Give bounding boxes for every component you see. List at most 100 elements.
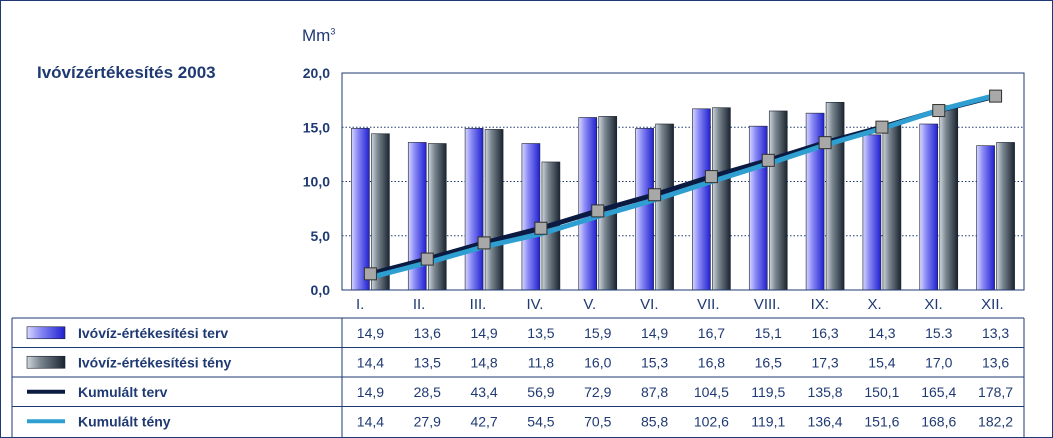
table-row-label: Ivóvíz-értékesítési terv	[78, 325, 228, 341]
bar-fact	[768, 110, 788, 291]
x-tick-label: VII.	[697, 296, 720, 313]
bar-plan	[976, 145, 995, 291]
table-cell: 16,7	[698, 325, 725, 341]
bar-fact	[996, 142, 1015, 291]
table-cell: 14,3	[868, 325, 895, 341]
line-marker	[932, 104, 946, 118]
x-tick-label: X.	[868, 296, 882, 313]
line-marker	[704, 170, 718, 184]
table-cell: 43,4	[470, 384, 497, 400]
bar-fact	[939, 105, 959, 291]
data-table: Ivóvíz-értékesítési terv 14,9 13,6 14,9 13,5…	[11, 317, 1025, 438]
bar-plan	[351, 128, 370, 291]
table-cell: 56,9	[527, 384, 554, 400]
table-cell: 168,6	[921, 413, 956, 429]
table-row-label: Kumulált terv	[78, 384, 168, 400]
bar-plan	[464, 128, 484, 291]
line-cumulative-fact	[369, 92, 997, 280]
x-tick-label: XI.	[924, 296, 942, 313]
legend-swatch-bar	[26, 355, 66, 369]
bar-fact	[371, 133, 390, 291]
table-cell: 15.3	[925, 325, 952, 341]
x-tick-label: I.	[356, 296, 364, 313]
y-tick-label: 15,0	[303, 119, 330, 135]
bar-plan	[635, 128, 654, 291]
table-cell: 17,3	[811, 354, 838, 370]
legend-swatch-bar	[26, 326, 66, 340]
table-cell: 102,6	[694, 413, 729, 429]
lines-layer	[363, 89, 1003, 281]
line-marker	[989, 89, 1003, 103]
table-cell: 13,6	[982, 354, 1009, 370]
table-cell: 42,7	[470, 413, 497, 429]
x-tick-label: VI.	[640, 296, 658, 313]
plot-area	[341, 72, 1025, 291]
chart-title: Ivóvízértékesítés 2003	[37, 63, 216, 82]
table-cell: 15,4	[868, 354, 895, 370]
x-tick-label: III.	[470, 296, 487, 313]
table-cell: 17,0	[925, 354, 952, 370]
line-marker	[875, 120, 889, 134]
table-cell: 13,5	[527, 325, 554, 341]
table-cell: 14,9	[357, 325, 384, 341]
line-marker	[420, 252, 434, 266]
table-cell: 136,4	[808, 413, 843, 429]
table-cell: 28,5	[414, 384, 441, 400]
y-tick-label: 0,0	[311, 282, 331, 298]
table-cell: 178,7	[978, 384, 1013, 400]
table-cell: 165,4	[921, 384, 956, 400]
table-cell: 15,9	[584, 325, 611, 341]
table-cell: 135,8	[808, 384, 843, 400]
table-cell: 87,8	[641, 384, 668, 400]
line-marker	[818, 136, 832, 150]
table-cell: 11,8	[528, 354, 554, 370]
bar-plan	[578, 117, 598, 291]
bar-plan	[521, 143, 541, 291]
x-tick-label: IV.	[527, 296, 544, 313]
bar-plan	[862, 134, 882, 291]
table-cell: 16,5	[755, 354, 782, 370]
unit-superscript: 3	[330, 26, 336, 37]
bar-fact	[598, 116, 618, 291]
table-cell: 16,3	[811, 325, 838, 341]
unit-text: Mm	[302, 26, 331, 45]
unit-label: Mm3	[302, 26, 335, 46]
x-tick-label: II.	[413, 296, 426, 313]
x-tick-label: IX:	[811, 296, 829, 313]
table-cell: 14,9	[641, 325, 668, 341]
table-cell: 85,8	[641, 413, 668, 429]
table-cell: 54,5	[527, 413, 554, 429]
x-tick-label: VIII.	[754, 296, 781, 313]
table-cell: 119,5	[751, 384, 785, 400]
y-tick-label: 10,0	[303, 174, 330, 190]
x-tick-label: XII.	[981, 296, 1004, 313]
axis-layer: 0,0 5,0 10,0 15,0 20,0 I. II. III. IV. V. VI. VII. V…	[303, 65, 1025, 313]
table-cell: 119,1	[751, 413, 785, 429]
table-cell: 13,6	[414, 325, 441, 341]
y-tick-label: 20,0	[303, 65, 330, 81]
line-marker	[363, 267, 377, 281]
table-cell: 182,2	[978, 413, 1013, 429]
table-cell: 14,4	[357, 354, 384, 370]
table-cell: 70,5	[584, 413, 611, 429]
line-marker	[591, 204, 605, 218]
table-cell: 16,8	[698, 354, 725, 370]
bar-plan	[919, 123, 939, 291]
line-marker	[477, 236, 491, 250]
table-cell: 27,9	[414, 413, 441, 429]
table-cell: 15,1	[755, 325, 782, 341]
bar-fact	[427, 143, 447, 291]
table-cell: 14,8	[470, 354, 497, 370]
table-cell: 150,1	[864, 384, 899, 400]
bar-fact	[655, 123, 674, 291]
table-cell: 14,9	[357, 384, 384, 400]
bar-fact	[712, 107, 731, 291]
table-cell: 104,5	[694, 384, 729, 400]
table-row-label: Ivóvíz-értékesítési tény	[78, 354, 232, 370]
table-cell: 14,4	[357, 413, 384, 429]
line-marker	[761, 153, 775, 167]
table-cell: 16,0	[584, 354, 611, 370]
table-cell: 151,6	[864, 413, 899, 429]
table-row-label: Kumulált tény	[78, 413, 171, 429]
